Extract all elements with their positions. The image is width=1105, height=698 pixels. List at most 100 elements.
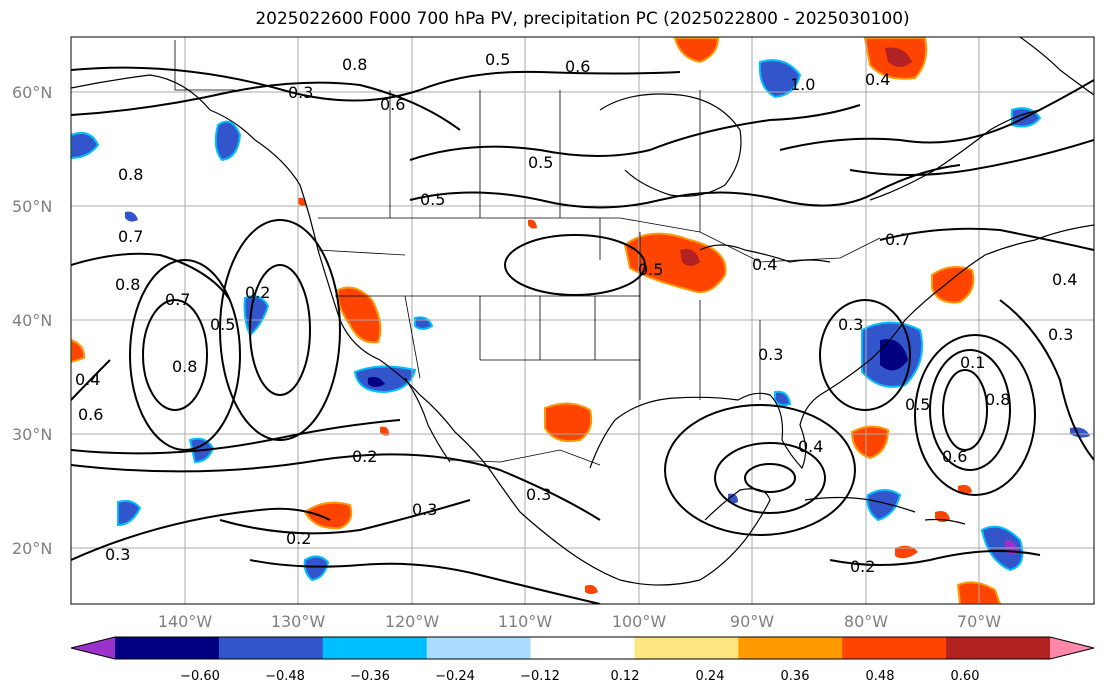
map-title: 2025022600 F000 700 hPa PV, precipitatio… xyxy=(255,9,910,29)
negative-anomaly xyxy=(774,390,792,407)
positive-anomaly xyxy=(673,37,720,64)
map-frame xyxy=(70,36,1095,605)
contour-line xyxy=(714,442,826,514)
lon-label: 100°W xyxy=(612,612,667,631)
positive-anomaly xyxy=(895,545,918,559)
contour-label: 0.6 xyxy=(565,57,590,76)
contour-label: 0.8 xyxy=(118,165,143,184)
canada-east-coast xyxy=(869,109,1041,201)
colorbar-outline xyxy=(70,636,1095,660)
contour-line xyxy=(219,499,471,535)
map-panel: 0.3 0.8 0.5 0.6 1.0 0.4 0.6 0.8 0.5 0.5 … xyxy=(71,37,1094,604)
pv-contours xyxy=(71,66,1094,604)
lon-label: 90°W xyxy=(730,612,774,631)
contour-line xyxy=(999,299,1094,461)
positive-anomaly xyxy=(544,402,593,443)
contour-line xyxy=(71,66,681,102)
colorbar-tick-label: 0.12 xyxy=(611,669,640,684)
contour-line xyxy=(829,550,1041,566)
contour-line xyxy=(849,139,1094,176)
colorbar-tick-label: 0.24 xyxy=(696,669,725,684)
negative-anomaly xyxy=(117,499,142,527)
lon-label: 80°W xyxy=(844,612,888,631)
positive-anomaly xyxy=(885,47,912,67)
longitude-labels: 140°W 130°W 120°W 110°W 100°W 90°W 80°W … xyxy=(158,612,1001,631)
hudson-bay xyxy=(599,93,742,197)
contour-label: 0.5 xyxy=(210,315,235,334)
positive-anomaly xyxy=(380,426,389,436)
contour-line xyxy=(409,164,961,209)
florida xyxy=(781,394,821,470)
positive-anomaly xyxy=(680,248,700,266)
positive-anomaly xyxy=(71,338,86,364)
positive-anomaly xyxy=(528,219,537,229)
contour-label: 0.4 xyxy=(75,370,100,389)
positive-anomaly xyxy=(303,501,353,530)
contour-line xyxy=(819,299,911,411)
pacific-coast xyxy=(209,109,701,586)
contour-line xyxy=(744,463,796,493)
contour-label: 0.7 xyxy=(165,290,190,309)
contour-label: 0.2 xyxy=(850,557,875,576)
alaska-coast xyxy=(71,74,211,111)
contour-label: 0.6 xyxy=(380,95,405,114)
contour-line xyxy=(664,404,856,536)
coastlines xyxy=(71,37,1094,586)
colorbar-segment xyxy=(946,637,1051,659)
negative-anomaly xyxy=(214,120,242,162)
contour-label: 0.4 xyxy=(865,70,890,89)
contour-label: 0.3 xyxy=(1048,325,1073,344)
lat-label: 40°N xyxy=(12,311,52,330)
latitude-labels: 60°N 50°N 40°N 30°N 20°N xyxy=(12,83,52,558)
contour-line xyxy=(129,259,241,451)
contour-line xyxy=(249,559,601,604)
colorbar-ticks: −0.60 −0.48 −0.36 −0.24 −0.12 0.12 0.24 … xyxy=(180,669,979,684)
lat-label: 30°N xyxy=(12,425,52,444)
contour-label: 1.0 xyxy=(790,75,815,94)
colorbar-segment xyxy=(842,637,947,659)
negative-anomaly xyxy=(758,59,802,99)
lon-label: 130°W xyxy=(271,612,326,631)
contour-label: 0.5 xyxy=(528,153,553,172)
contour-line xyxy=(879,227,1094,251)
political-borders xyxy=(174,40,881,466)
colorbar-segment xyxy=(426,637,532,659)
negative-anomaly xyxy=(368,376,385,387)
contour-line xyxy=(71,359,111,401)
colorbar-segment xyxy=(322,637,428,659)
contour-line xyxy=(504,234,646,296)
contour-label: 0.3 xyxy=(526,485,551,504)
contour-label: 0.5 xyxy=(485,50,510,69)
lat-label: 50°N xyxy=(12,197,52,216)
contour-line xyxy=(71,507,331,561)
gridlines xyxy=(71,37,1094,604)
colorbar-extension-low xyxy=(71,637,115,659)
contour-line xyxy=(71,81,461,131)
positive-anomaly xyxy=(931,265,975,304)
contour-label: 0.1 xyxy=(960,353,985,372)
colorbar-tick-label: 0.48 xyxy=(866,669,895,684)
contour-label: 0.3 xyxy=(838,315,863,334)
atlantic-coast xyxy=(819,224,1094,396)
contour-line xyxy=(249,264,311,396)
contour-label: 0.5 xyxy=(420,190,445,209)
lon-label: 120°W xyxy=(385,612,440,631)
contour-line xyxy=(779,79,1094,151)
contour-label: 0.8 xyxy=(172,357,197,376)
contour-label: 0.6 xyxy=(78,405,103,424)
contour-line xyxy=(71,419,401,455)
cuba xyxy=(804,496,916,513)
yucatan xyxy=(699,488,771,581)
negative-anomaly xyxy=(353,365,417,394)
great-lakes xyxy=(699,244,831,263)
contour-line xyxy=(942,369,988,451)
negative-anomaly xyxy=(880,339,908,371)
hispaniola xyxy=(924,518,966,525)
colorbar-tick-label: −0.48 xyxy=(265,669,305,684)
lon-label: 70°W xyxy=(957,612,1001,631)
colorbar-tick-label: 0.60 xyxy=(951,669,980,684)
colorbar-tick-label: −0.60 xyxy=(180,669,220,684)
contour-label: 0.8 xyxy=(985,390,1010,409)
contour-label: 0.2 xyxy=(245,283,270,302)
contour-line xyxy=(914,334,1036,496)
